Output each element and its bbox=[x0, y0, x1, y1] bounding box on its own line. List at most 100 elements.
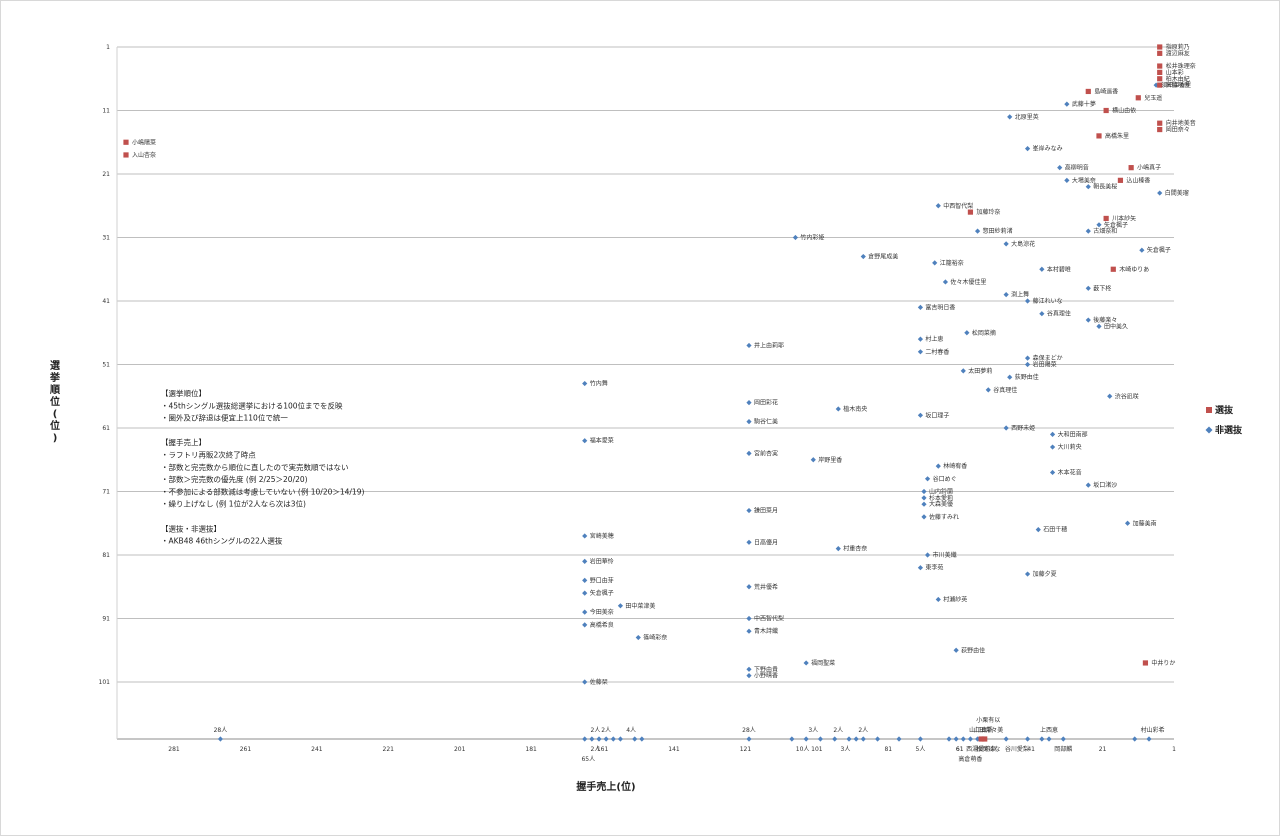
hisenbatsu-point bbox=[1139, 247, 1145, 253]
point-label: 藤江れいな bbox=[1033, 297, 1063, 305]
hisenbatsu-point bbox=[942, 279, 949, 285]
hisenbatsu-point bbox=[921, 488, 927, 495]
bottom-label: 西湯愛莉奈 bbox=[966, 745, 996, 753]
out-of-rank-point bbox=[632, 736, 638, 742]
senbatsu-point bbox=[1135, 95, 1141, 101]
point-label: 矢倉楓子 bbox=[590, 589, 614, 597]
point-label: 柏木由紀 bbox=[1166, 75, 1190, 83]
hisenbatsu-point bbox=[1003, 425, 1009, 431]
hisenbatsu-point bbox=[1024, 146, 1031, 152]
hisenbatsu-point bbox=[1064, 101, 1070, 107]
point-label: 兒玉遥 bbox=[1144, 94, 1162, 102]
hisenbatsu-point bbox=[582, 609, 588, 615]
out-of-rank-point bbox=[789, 736, 795, 742]
point-label: 木本花音 bbox=[1058, 468, 1082, 476]
hisenbatsu-point bbox=[746, 419, 752, 425]
hisenbatsu-point bbox=[917, 565, 924, 571]
point-label: 村上恵 bbox=[925, 335, 943, 343]
out-of-rank-point bbox=[967, 736, 974, 742]
hisenbatsu-point bbox=[1085, 184, 1091, 190]
point-label: 込山榛香 bbox=[1126, 176, 1150, 184]
point-label: 古畑奈和 bbox=[1093, 227, 1117, 235]
point-label: 林崎宥香 bbox=[943, 462, 967, 470]
hisenbatsu-point bbox=[1035, 527, 1041, 533]
y-tick-label: 21 bbox=[102, 171, 110, 178]
out-of-rank-point bbox=[974, 736, 981, 742]
x-axis-title: 握手売上(位) bbox=[576, 780, 635, 793]
hisenbatsu-point bbox=[917, 412, 924, 418]
point-label: 小野晴香 bbox=[754, 672, 778, 680]
bottom-label: 高倉萌香 bbox=[958, 755, 982, 763]
point-label: 荻野由佳 bbox=[961, 646, 985, 654]
out-of-rank-point bbox=[1003, 736, 1009, 742]
out-of-rank-point bbox=[1060, 736, 1066, 742]
hisenbatsu-point bbox=[924, 552, 931, 558]
senbatsu-point bbox=[1128, 165, 1134, 171]
bottom-label: 松岡はな bbox=[976, 745, 1000, 753]
bottom-label: 上西恵 bbox=[1040, 726, 1058, 734]
point-label: 宮前杏実 bbox=[754, 449, 778, 457]
senbatsu-point bbox=[1157, 63, 1163, 69]
out-of-rank-point bbox=[846, 736, 852, 742]
point-label: 田中美久 bbox=[1104, 322, 1128, 330]
hisenbatsu-point bbox=[935, 203, 941, 209]
senbatsu-point bbox=[1103, 107, 1109, 114]
hisenbatsu-point bbox=[582, 577, 588, 583]
point-label: 佐藤栞 bbox=[590, 678, 608, 686]
out-of-rank-point bbox=[617, 736, 624, 742]
senbatsu-point bbox=[1117, 177, 1124, 183]
hisenbatsu-point bbox=[1124, 520, 1131, 526]
bottom-label: 28人 bbox=[742, 727, 756, 734]
out-of-rank-point bbox=[853, 736, 859, 742]
hisenbatsu-point bbox=[1003, 241, 1009, 247]
point-label: 篠崎彩奈 bbox=[643, 634, 667, 642]
y-tick-label: 51 bbox=[102, 362, 110, 369]
hisenbatsu-point bbox=[1003, 292, 1009, 298]
out-of-rank-point bbox=[639, 736, 645, 742]
hisenbatsu-point bbox=[746, 628, 752, 634]
x-tick-label: 61 bbox=[956, 746, 964, 753]
point-label: 朝長美桜 bbox=[1093, 183, 1117, 191]
senbatsu-point bbox=[1157, 82, 1163, 88]
point-label: 岡田奈々 bbox=[1166, 126, 1190, 134]
out-of-rank-point bbox=[896, 736, 902, 742]
hisenbatsu-point bbox=[582, 622, 588, 628]
point-label: 宮崎美穂 bbox=[590, 532, 614, 540]
senbatsu-point bbox=[1103, 215, 1109, 222]
point-label: 青木詩織 bbox=[754, 627, 778, 635]
hisenbatsu-point bbox=[935, 463, 941, 469]
bottom-label: 2人 bbox=[858, 727, 868, 734]
senbatsu-point bbox=[1157, 76, 1163, 82]
hisenbatsu-point bbox=[1024, 361, 1031, 368]
point-label: 川本紗矢 bbox=[1112, 214, 1136, 222]
bottom-label: 岡部麟 bbox=[1054, 745, 1072, 753]
x-tick-label: 241 bbox=[311, 746, 323, 753]
out-of-rank-point bbox=[953, 736, 959, 742]
point-label: 大場美奈 bbox=[1072, 176, 1096, 184]
hisenbatsu-point bbox=[1039, 311, 1045, 317]
hisenbatsu-point bbox=[1064, 177, 1070, 183]
point-label: 小嶋陽菜 bbox=[132, 138, 156, 146]
out-of-rank-point bbox=[803, 736, 809, 742]
point-label: 植木南央 bbox=[843, 405, 867, 413]
x-tick-label: 41 bbox=[1027, 746, 1035, 753]
point-label: 後藤楽々 bbox=[1093, 316, 1117, 324]
point-label: 村重杏奈 bbox=[843, 545, 867, 553]
senbatsu-point bbox=[1085, 88, 1091, 95]
point-label: 渡辺麻友 bbox=[1166, 49, 1190, 57]
point-label: 荻野由佳 bbox=[1015, 373, 1039, 381]
hisenbatsu-point bbox=[924, 476, 931, 482]
hisenbatsu-point bbox=[1007, 114, 1013, 120]
point-label: 佐藤すみれ bbox=[929, 513, 959, 521]
bottom-label: 2人 bbox=[591, 727, 601, 734]
note-line: ・ラフトリ再販2次終了時点 bbox=[161, 450, 256, 460]
hisenbatsu-point bbox=[935, 596, 941, 603]
point-label: 渋谷凪咲 bbox=[1115, 392, 1139, 400]
point-label: 松岡菜摘 bbox=[972, 329, 996, 337]
hisenbatsu-point bbox=[1085, 285, 1091, 291]
point-label: 中井りか bbox=[1151, 659, 1175, 667]
senbatsu-point bbox=[1096, 133, 1102, 139]
hisenbatsu-point bbox=[1024, 298, 1031, 304]
point-label: 入山杏奈 bbox=[132, 151, 156, 159]
